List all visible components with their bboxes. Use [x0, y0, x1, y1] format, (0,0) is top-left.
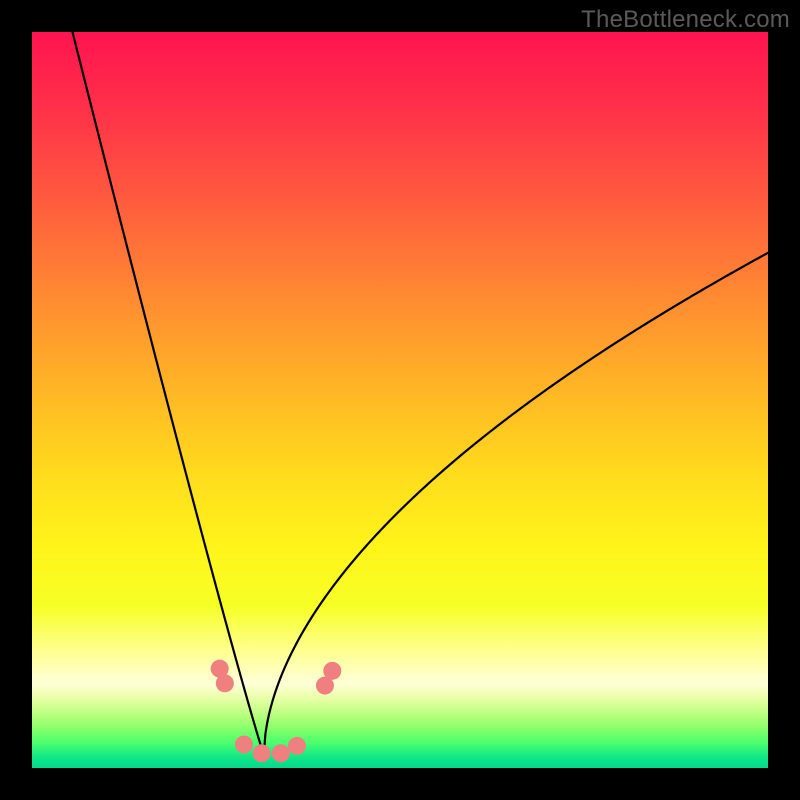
plot-svg: [32, 32, 768, 768]
data-marker: [288, 737, 306, 755]
watermark-label: TheBottleneck.com: [581, 6, 790, 34]
data-marker: [235, 735, 253, 753]
plot-area: [32, 32, 768, 768]
data-marker: [323, 662, 341, 680]
plot-background: [32, 32, 768, 768]
data-marker: [216, 674, 234, 692]
data-marker: [253, 744, 271, 762]
chart-frame: TheBottleneck.com: [0, 0, 800, 800]
data-marker: [272, 744, 290, 762]
